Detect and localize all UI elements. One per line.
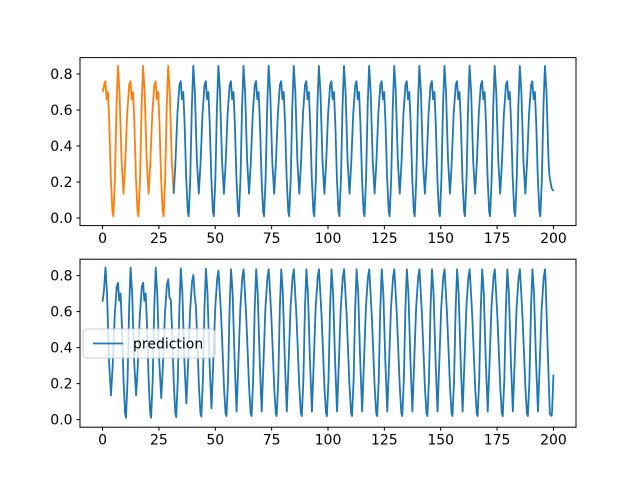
series-input-window <box>101 64 175 218</box>
x-tick-label: 75 <box>263 231 281 247</box>
y-tick-label: 0.2 <box>50 376 72 392</box>
x-tick-label: 75 <box>263 433 281 449</box>
x-tick-label: 175 <box>484 433 511 449</box>
x-tick-label: 25 <box>150 231 168 247</box>
y-tick-label: 0.2 <box>50 175 72 191</box>
x-tick-label: 50 <box>206 231 224 247</box>
y-tick-label: 0.0 <box>50 412 72 428</box>
x-tick-label: 150 <box>427 433 454 449</box>
y-tick-label: 0.4 <box>50 139 72 155</box>
x-tick-label: 100 <box>315 433 342 449</box>
y-tick-label: 0.6 <box>50 304 72 320</box>
y-tick-label: 0.8 <box>50 268 72 284</box>
legend-frame <box>82 328 216 359</box>
x-tick-label: 0 <box>98 433 107 449</box>
y-tick-label: 0.8 <box>50 67 72 83</box>
series-continuation <box>172 64 555 218</box>
x-tick-label: 125 <box>371 231 398 247</box>
x-tick-label: 100 <box>315 231 342 247</box>
x-tick-label: 50 <box>206 433 224 449</box>
x-tick-label: 200 <box>540 433 567 449</box>
x-tick-label: 125 <box>371 433 398 449</box>
legend: prediction <box>82 328 216 359</box>
y-tick-label: 0.6 <box>50 103 72 119</box>
x-tick-label: 0 <box>98 231 107 247</box>
x-tick-label: 175 <box>484 231 511 247</box>
x-tick-label: 200 <box>540 231 567 247</box>
legend-label: prediction <box>133 337 203 353</box>
top-axes: 0 25 50 75 100 125 150 175 200 0.0 0.2 0.4 0.6 0.8 <box>50 57 577 247</box>
bottom-axes: 0 25 50 75 100 125 150 175 200 0.0 0.2 0.4 0.6 0.8 pre… <box>50 258 577 449</box>
x-tick-label: 25 <box>150 433 168 449</box>
y-tick-label: 0.0 <box>50 211 72 227</box>
series-prediction <box>101 266 555 419</box>
x-tick-label: 150 <box>427 231 454 247</box>
y-tick-label: 0.4 <box>50 340 72 356</box>
